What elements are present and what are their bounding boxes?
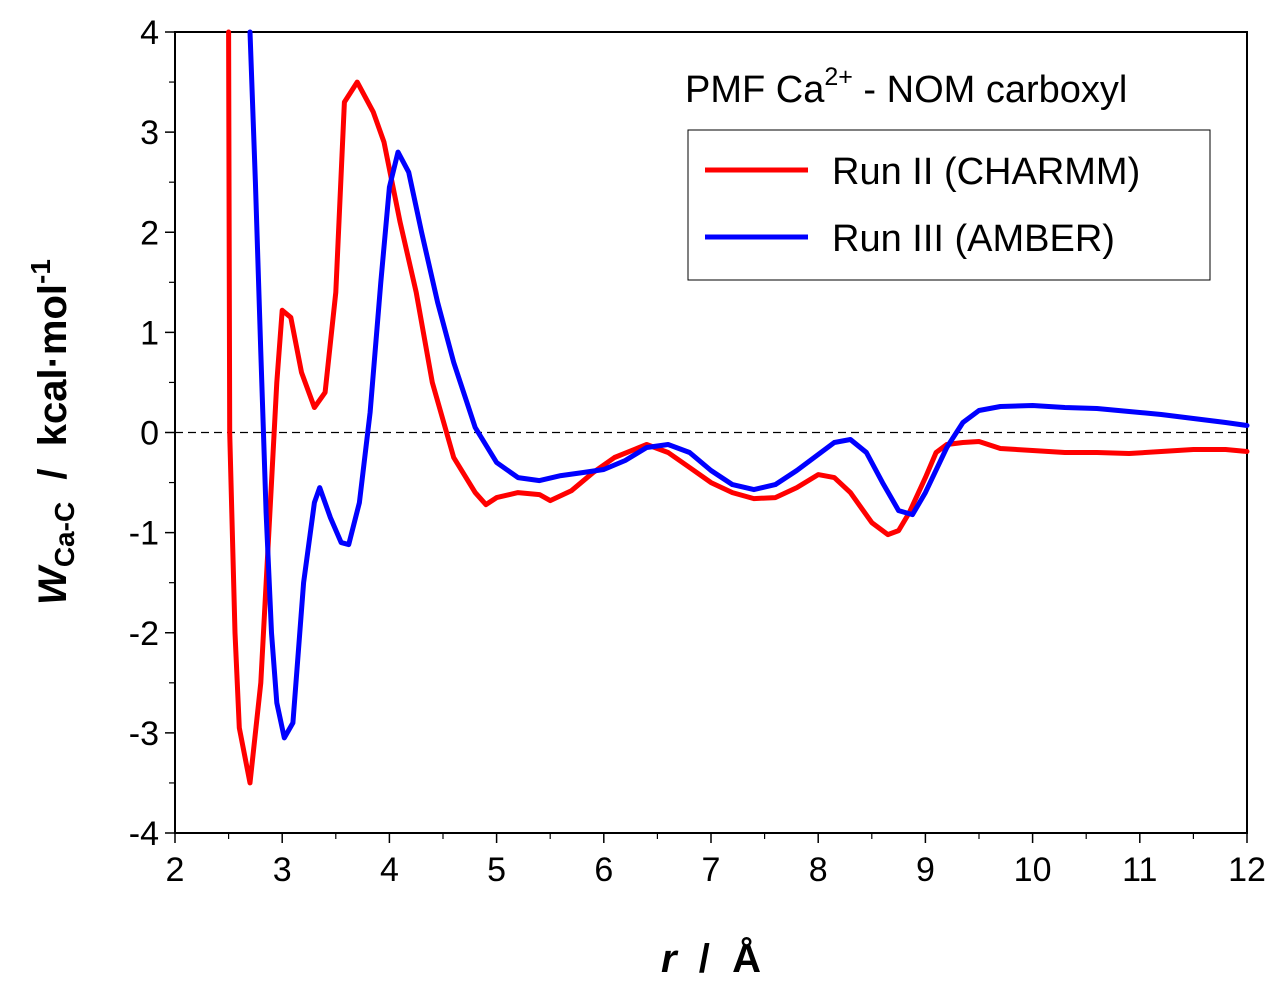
x-tick-label: 4 [380,851,399,889]
y-tick-label: 1 [140,314,159,352]
y-axis-ticks: -4 -3 -2 -1 0 1 2 3 4 [129,14,175,853]
x-tick-label: 5 [487,851,506,889]
chart-title-superscript: 2+ [824,63,853,91]
chart-title: PMF Ca2+ - NOM carboxyl [685,63,1127,111]
series-line-run-iii-amber [247,29,1250,741]
x-axis-ticks: 2 3 4 5 6 7 8 9 10 11 12 [166,833,1266,889]
legend: Run II (CHARMM) Run III (AMBER) [687,129,1211,281]
series-layer [226,29,1250,786]
legend-label-run-iii: Run III (AMBER) [832,218,1115,260]
y-tick-label: 3 [140,114,159,152]
legend-label-run-ii: Run II (CHARMM) [832,151,1140,193]
y-axis-title-subscript: Ca-C [49,502,80,567]
y-tick-label: 4 [140,14,159,52]
y-tick-label: 2 [140,214,159,252]
minor-ticks [169,81,1195,839]
x-axis-title: r / Å [661,936,761,981]
y-tick-label: -2 [129,615,159,653]
x-tick-label: 9 [916,851,935,889]
y-tick-label: 0 [140,415,159,453]
y-axis-title: WCa-C / kcal·mol-1 [25,259,80,605]
y-tick-label: -1 [129,515,159,553]
y-axis-title-superscript: -1 [25,259,56,284]
x-tick-label: 8 [809,851,828,889]
legend-box [687,129,1211,281]
x-tick-label: 6 [594,851,613,889]
y-tick-label: -3 [129,715,159,753]
x-tick-label: 10 [1014,851,1052,889]
x-tick-label: 2 [166,851,185,889]
x-tick-label: 7 [702,851,721,889]
x-tick-label: 12 [1228,851,1266,889]
y-tick-label: -4 [129,815,159,853]
x-tick-label: 3 [273,851,292,889]
x-tick-label: 11 [1122,851,1157,889]
